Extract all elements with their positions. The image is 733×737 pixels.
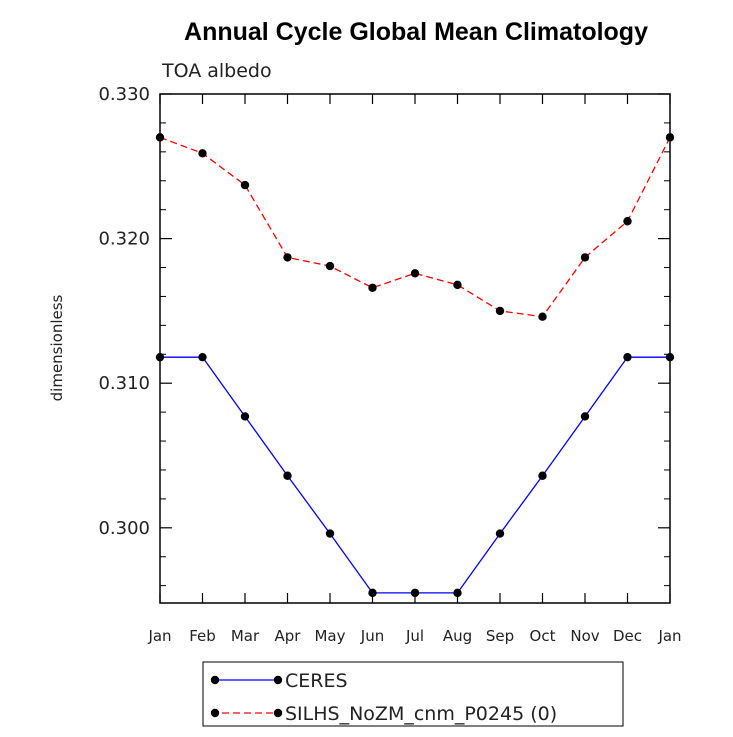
- data-point: [198, 352, 207, 362]
- legend-box: [202, 661, 624, 727]
- data-point: [538, 312, 547, 321]
- data-point: [240, 180, 250, 190]
- data-point: [155, 133, 165, 142]
- data-point: [495, 529, 505, 538]
- data-point: [155, 352, 165, 362]
- data-point: [410, 269, 420, 278]
- x-tick-label: Jan: [147, 627, 171, 645]
- legend-marker-silhs: [210, 708, 220, 718]
- data-point: [325, 261, 335, 271]
- x-tick-label: May: [314, 627, 345, 645]
- chart-subtitle: TOA albedo: [161, 60, 272, 82]
- plot-frame: [159, 93, 671, 604]
- data-point: [623, 352, 632, 362]
- y-tick-label: 0.320: [98, 229, 150, 250]
- data-point: [623, 217, 632, 226]
- legend: CERES SILHS_NoZM_cnm_P0245 (0): [202, 661, 624, 727]
- legend-marker-silhs: [273, 708, 283, 718]
- data-point: [538, 471, 547, 480]
- series-line-1: [159, 136, 671, 318]
- y-axis-label: dimensionless: [48, 294, 66, 401]
- x-tick-label: Oct: [530, 627, 556, 645]
- series-line-0: [160, 356, 670, 594]
- data-point: [665, 352, 675, 362]
- x-tick-label: Aug: [443, 627, 472, 645]
- x-tick-label: Jan: [657, 627, 681, 645]
- x-tick-label: Dec: [613, 627, 642, 645]
- x-tick-label: Feb: [189, 627, 216, 645]
- data-point: [368, 588, 377, 598]
- legend-marker-ceres: [210, 675, 220, 685]
- data-point: [240, 412, 250, 421]
- x-tick-label: Mar: [231, 627, 260, 645]
- x-tick-label: Sep: [486, 627, 514, 645]
- y-tick-label: 0.300: [98, 518, 150, 539]
- data-point: [580, 253, 590, 262]
- data-point: [495, 306, 505, 316]
- chart-title: Annual Cycle Global Mean Climatology: [184, 18, 648, 46]
- y-tick-label: 0.310: [98, 373, 150, 394]
- legend-label-ceres: CERES: [285, 670, 348, 692]
- x-tick-label: Jul: [405, 627, 424, 645]
- series-lines: [155, 133, 675, 598]
- axis-ticks: [159, 93, 671, 603]
- x-tick-labels: Jan Feb Mar Apr May Jun Jul Aug Sep Oct Nov Dec Jan: [147, 627, 681, 645]
- legend-marker-ceres: [273, 675, 283, 685]
- data-point: [368, 283, 377, 292]
- data-point: [580, 412, 590, 421]
- data-point: [665, 133, 675, 142]
- x-tick-label: Nov: [570, 627, 599, 645]
- data-point: [453, 588, 462, 598]
- y-tick-labels: 0.300 0.310 0.320 0.330: [98, 84, 150, 539]
- data-point: [325, 529, 335, 538]
- y-tick-label: 0.330: [98, 84, 150, 105]
- x-tick-label: Apr: [275, 627, 302, 645]
- data-point: [453, 280, 462, 290]
- data-point: [283, 253, 292, 262]
- data-point: [283, 471, 292, 480]
- data-point: [410, 588, 420, 598]
- data-point: [198, 149, 207, 158]
- legend-label-silhs: SILHS_NoZM_cnm_P0245 (0): [285, 703, 557, 725]
- x-tick-label: Jun: [360, 627, 384, 645]
